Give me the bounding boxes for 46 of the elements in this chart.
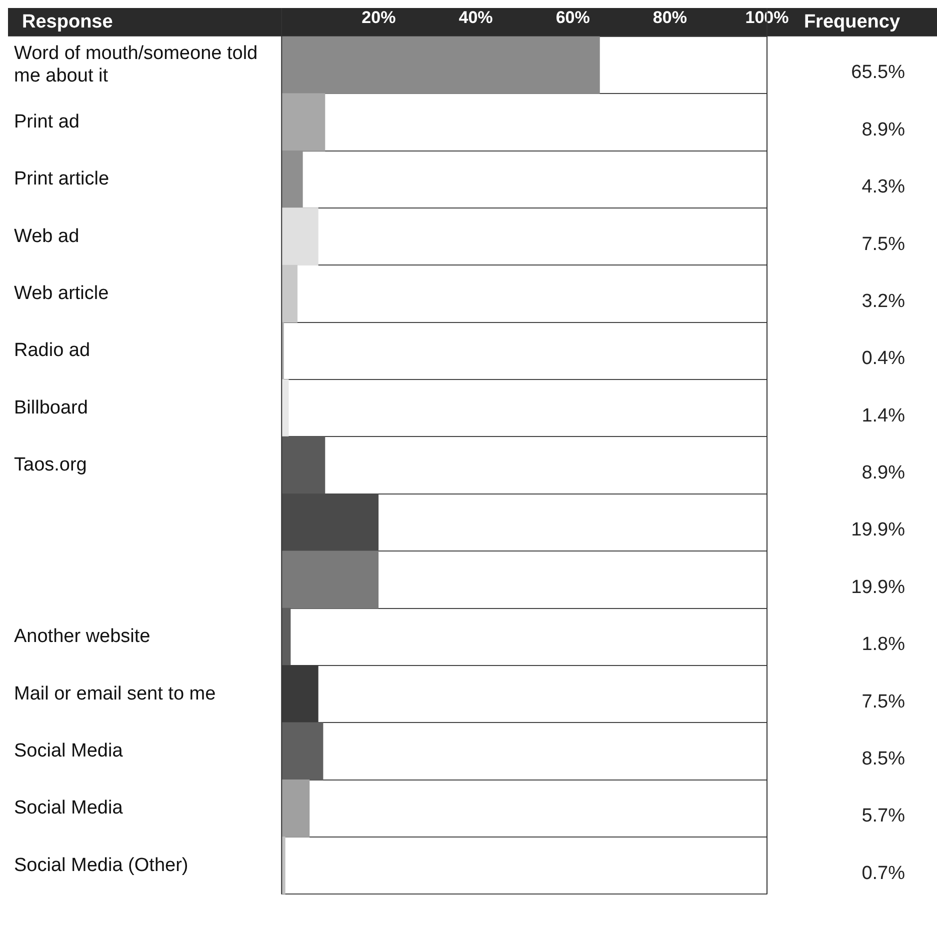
bar xyxy=(282,208,318,266)
x-tick-label: 20% xyxy=(362,8,396,27)
data-label: 1.4% xyxy=(862,405,906,426)
data-label: 7.5% xyxy=(862,234,906,255)
x-tick-label: 100% xyxy=(745,8,789,27)
data-label: 0.4% xyxy=(862,348,906,370)
x-tick-label: 40% xyxy=(458,8,493,27)
bar xyxy=(282,722,324,780)
y-tick-label: Web ad xyxy=(14,226,80,247)
y-tick-label: Social Media (Other) xyxy=(14,854,188,876)
y-tick-label: Radio ad xyxy=(14,340,90,362)
data-label: 19.9% xyxy=(851,520,906,541)
data-label: 1.8% xyxy=(862,634,906,656)
data-label: 5.7% xyxy=(862,806,906,827)
data-label: 65.5% xyxy=(851,62,906,84)
y-axis-title: Response xyxy=(22,11,113,32)
bar xyxy=(282,779,310,838)
data-label: 4.3% xyxy=(862,176,906,198)
y-tick-label: Print article xyxy=(14,168,110,190)
y-tick-label: Billboard xyxy=(14,397,88,418)
data-label: 8.9% xyxy=(862,462,906,484)
y-tick-label: Social Media xyxy=(14,798,124,819)
data-label: 19.9% xyxy=(851,576,906,598)
y-tick-label: Word of mouth/someone told me about it xyxy=(14,42,258,87)
bar xyxy=(282,608,291,666)
x-tick-label: 80% xyxy=(652,8,687,27)
data-label: 8.9% xyxy=(862,119,906,140)
bar xyxy=(282,93,326,152)
bar xyxy=(282,264,298,323)
y-tick-label: Another website xyxy=(14,626,150,648)
data-label: 0.7% xyxy=(862,862,906,884)
y-tick-label: Print ad xyxy=(14,111,80,132)
bar xyxy=(282,379,289,438)
bar xyxy=(282,550,379,609)
x-tick-label: 60% xyxy=(556,8,590,27)
bar xyxy=(282,836,286,894)
bar xyxy=(282,150,303,208)
y2-axis-title: Frequency xyxy=(804,11,900,32)
data-label: 3.2% xyxy=(862,290,906,312)
y-tick-label: Social Media xyxy=(14,740,124,762)
data-label: 8.5% xyxy=(862,748,906,770)
data-label: 7.5% xyxy=(862,691,906,712)
y-tick-label: Taos.org xyxy=(14,454,87,476)
bar xyxy=(282,436,326,494)
y-tick-label: Mail or email sent to me xyxy=(14,683,216,704)
y-tick-label: Web article xyxy=(14,282,109,304)
